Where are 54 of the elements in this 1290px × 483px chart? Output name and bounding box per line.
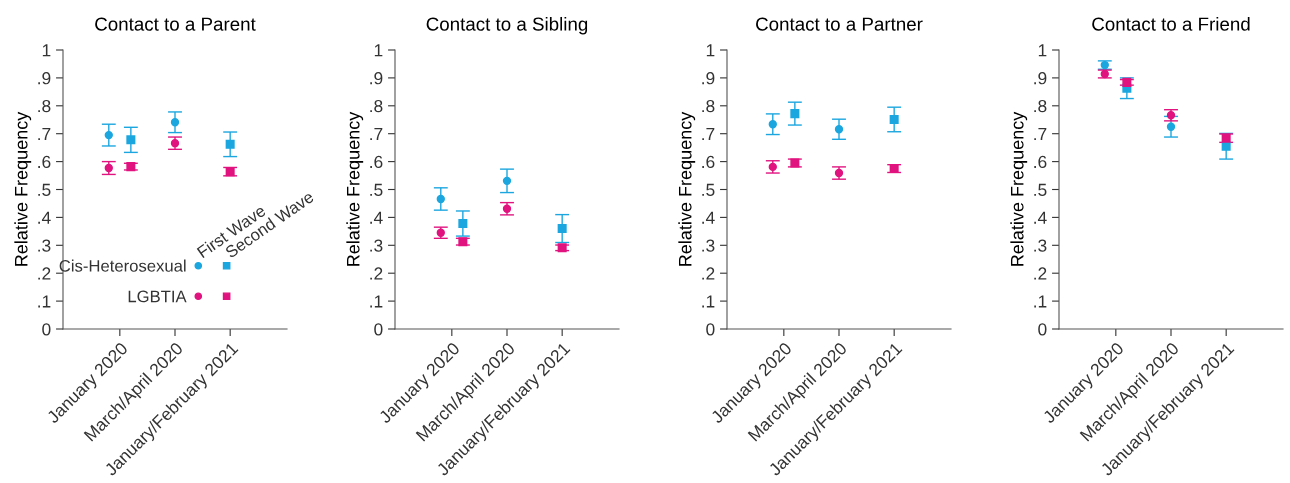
y-tick-label: 1 — [42, 44, 51, 57]
y-tick-label: .2 — [38, 267, 51, 280]
legend-label: LGBTIA — [128, 290, 187, 303]
y-tick-label: 0 — [1038, 323, 1047, 336]
y-tick-label: .4 — [38, 211, 51, 224]
y-tick-label: .3 — [702, 239, 715, 252]
y-tick-label: .9 — [38, 72, 51, 85]
y-tick-label: .5 — [38, 183, 51, 196]
y-tick-label: 0 — [374, 323, 383, 336]
y-tick-label: .9 — [370, 72, 383, 85]
y-tick-label: .8 — [38, 99, 51, 113]
y-tick-label: .2 — [370, 267, 383, 280]
y-tick-label: .3 — [38, 239, 51, 252]
y-tick-label: .5 — [1034, 183, 1047, 196]
y-tick-label: .4 — [702, 211, 715, 224]
y-tick-label: .7 — [1034, 128, 1047, 140]
y-tick-label: .6 — [702, 155, 715, 169]
y-axis-title: Relative Frequency — [346, 111, 364, 266]
y-tick-label: .1 — [1034, 295, 1047, 308]
chart-title: Contact to a Friend — [1092, 16, 1250, 31]
y-tick-label: 1 — [706, 44, 715, 57]
y-axis-title: Relative Frequency — [678, 111, 696, 266]
y-tick-label: .8 — [702, 99, 715, 113]
y-tick-label: .4 — [1034, 211, 1047, 224]
y-tick-label: .2 — [702, 267, 715, 280]
y-tick-label: .6 — [38, 155, 51, 169]
y-tick-label: 1 — [374, 44, 383, 57]
y-tick-label: 0 — [42, 323, 51, 336]
y-tick-label: .1 — [702, 295, 715, 308]
y-axis-title: Relative Frequency — [1010, 111, 1028, 266]
y-tick-label: .1 — [38, 295, 51, 308]
y-tick-label: .8 — [1034, 99, 1047, 113]
y-tick-label: 0 — [706, 323, 715, 336]
y-tick-label: .6 — [1034, 155, 1047, 169]
legend-label: Cis-Heterosexual — [59, 259, 186, 272]
y-tick-label: .1 — [370, 295, 383, 308]
chart-title: Contact to a Sibling — [426, 16, 588, 35]
chart-title: Contact to a Partner — [756, 17, 923, 31]
y-tick-label: .3 — [1034, 239, 1047, 252]
y-tick-label: .5 — [370, 183, 383, 196]
y-tick-label: .7 — [702, 128, 715, 140]
y-tick-label: .5 — [702, 183, 715, 196]
chart-title: Contact to a Parent — [95, 17, 256, 31]
y-tick-label: .9 — [702, 72, 715, 85]
y-tick-label: .2 — [1034, 267, 1047, 280]
y-tick-label: .8 — [370, 99, 383, 113]
y-tick-label: .7 — [38, 128, 51, 140]
y-tick-label: 1 — [1038, 44, 1047, 57]
y-axis-title: Relative Frequency — [14, 111, 32, 266]
y-tick-label: .4 — [370, 211, 383, 224]
y-tick-label: .7 — [370, 128, 383, 140]
y-tick-label: .6 — [370, 155, 383, 169]
y-tick-label: .9 — [1034, 72, 1047, 85]
y-tick-label: .3 — [370, 239, 383, 252]
